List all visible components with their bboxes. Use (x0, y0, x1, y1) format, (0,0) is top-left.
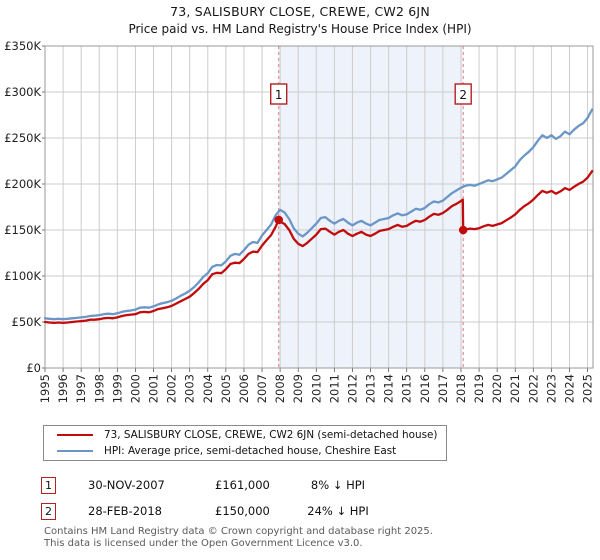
price-paid-line-swatch (57, 434, 93, 436)
x-tick-label: 2010 (309, 374, 323, 403)
x-tick-label: 2025 (581, 374, 595, 403)
legend-row-price-paid: 73, SALISBURY CLOSE, CREWE, CW2 6JN (sem… (44, 428, 446, 442)
chart-legend: 73, SALISBURY CLOSE, CREWE, CW2 6JN (sem… (43, 425, 447, 461)
plot-svg: £0 £50K £100K £150K £200K £250K £300K £350K 1995… (4, 39, 595, 403)
x-tick-label: 1998 (92, 374, 106, 403)
page-title: 73, SALISBURY CLOSE, CREWE, CW2 6JN (170, 4, 430, 19)
x-tick-label: 2020 (490, 374, 504, 403)
copyright-footer: Contains HM Land Registry data © Crown c… (44, 526, 584, 549)
x-tick-label: 2002 (165, 374, 179, 403)
sale-annotation-row-2: 2 28-FEB-2018 £150,000 24% ↓ HPI (41, 503, 581, 521)
x-tick-label: 2011 (327, 374, 341, 403)
x-tick-label: 2005 (219, 374, 233, 403)
price-paid-line (43, 169, 594, 325)
x-tick-label: 1997 (74, 374, 88, 403)
x-tick-label: 1996 (56, 374, 70, 403)
y-tick-label: £50K (12, 315, 42, 329)
sale-1-date: 30-NOV-2007 (88, 478, 165, 492)
sale-1-price: £161,000 (215, 478, 270, 492)
x-tick-label: 2004 (201, 374, 215, 403)
x-tick-label: 2007 (255, 374, 269, 403)
sale-2-hpi-delta: 24% ↓ HPI (307, 504, 369, 518)
hpi-line (43, 108, 594, 321)
x-tick-label: 2023 (544, 374, 558, 403)
sale-marker-box-1 (270, 83, 288, 105)
plot-border (44, 45, 594, 369)
y-tick-label: £0 (26, 361, 41, 375)
sale-annotation-row-1: 1 30-NOV-2007 £161,000 8% ↓ HPI (41, 477, 581, 495)
sale-point-2 (458, 225, 468, 235)
y-tick-label: £350K (4, 39, 41, 53)
x-tick-label: 2014 (382, 374, 396, 403)
x-tick-label: 2000 (128, 374, 142, 403)
legend-row-hpi: HPI: Average price, semi-detached house,… (44, 444, 446, 458)
sale-1-hpi-delta: 8% ↓ HPI (310, 478, 366, 492)
x-tick-label: 2019 (472, 374, 486, 403)
sale-point-1 (274, 215, 284, 225)
sale-2-date: 28-FEB-2018 (88, 504, 162, 518)
sale-1-marker: 1 (41, 477, 56, 494)
y-tick-label: £150K (4, 223, 41, 237)
x-tick-label: 2009 (291, 374, 305, 403)
x-tick-label: 2012 (345, 374, 359, 403)
legend-label-price-paid: 73, SALISBURY CLOSE, CREWE, CW2 6JN (sem… (104, 429, 438, 441)
sale-marker-label-1: 1 (275, 88, 283, 102)
x-tick-label: 2003 (183, 374, 197, 403)
sale-marker-box-2 (454, 83, 472, 105)
x-tick-label: 2021 (508, 374, 522, 403)
x-tick-label: 2017 (436, 374, 450, 403)
legend-label-hpi: HPI: Average price, semi-detached house,… (104, 445, 397, 457)
y-tick-label: £100K (4, 269, 41, 283)
hpi-line-swatch (57, 450, 93, 452)
copyright-line-1: Contains HM Land Registry data © Crown c… (44, 526, 433, 537)
x-tick-label: 2001 (147, 374, 161, 403)
x-tick-label: 2013 (364, 374, 378, 403)
page-subtitle: Price paid vs. HM Land Registry's House … (128, 22, 472, 36)
sale-2-price: £150,000 (215, 504, 270, 518)
x-tick-label: 2024 (562, 374, 576, 403)
y-tick-label: £200K (4, 177, 41, 191)
x-tick-label: 2018 (454, 374, 468, 403)
x-tick-label: 1995 (38, 374, 52, 403)
sale-marker-label-2: 2 (459, 88, 467, 102)
copyright-line-2: This data is licensed under the Open Gov… (44, 537, 363, 549)
y-tick-label: £300K (4, 85, 41, 99)
x-tick-label: 2015 (400, 374, 414, 403)
x-tick-label: 2022 (526, 374, 540, 403)
x-tick-label: 2008 (273, 374, 287, 403)
x-tick-label: 2016 (418, 374, 432, 403)
y-tick-label: £250K (4, 131, 41, 145)
sale-2-marker: 2 (41, 503, 56, 520)
x-tick-label: 2006 (237, 374, 251, 403)
x-tick-label: 1999 (110, 374, 124, 403)
